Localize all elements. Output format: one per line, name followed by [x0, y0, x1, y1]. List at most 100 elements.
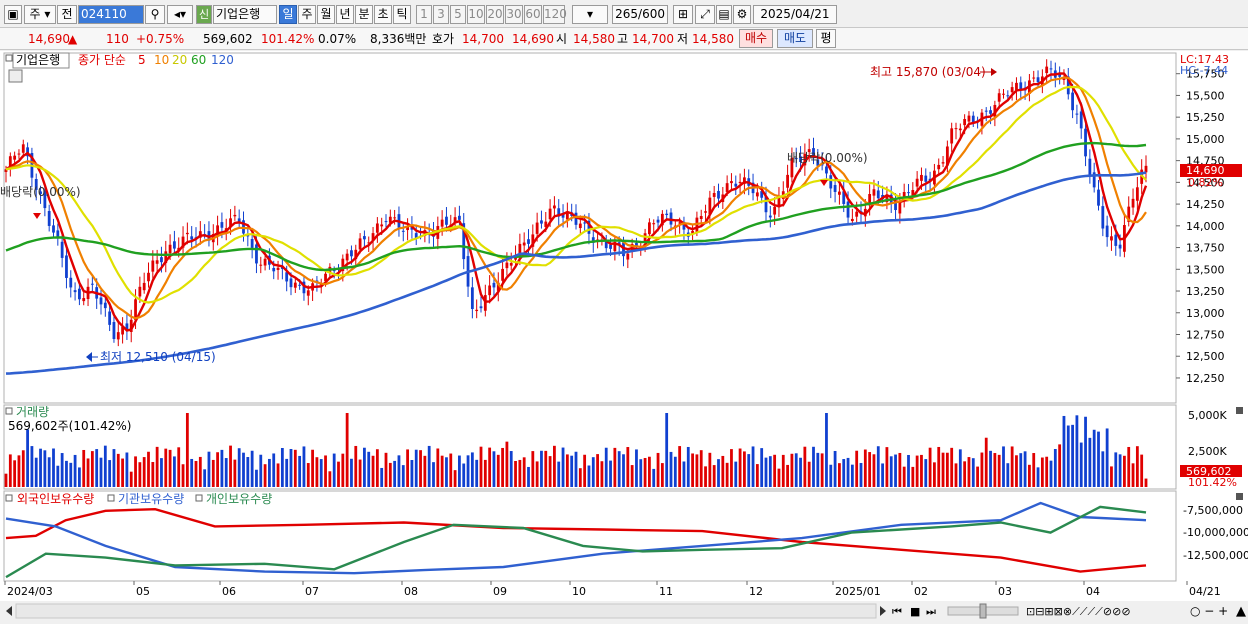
price-axis-label-9: 13,500 — [1186, 263, 1225, 276]
volume-bar-237 — [1028, 464, 1031, 487]
table-icon[interactable] — [8, 69, 23, 83]
volume-toggle-icon[interactable] — [5, 407, 13, 415]
volume-bar-15 — [69, 462, 73, 487]
high: 14,700 — [632, 32, 674, 46]
volume-bar-186 — [807, 461, 811, 487]
period-tab-3[interactable]: 년 — [336, 5, 354, 24]
scroll-right-icon[interactable] — [880, 606, 886, 616]
date-input[interactable]: 2025/04/21 — [753, 5, 837, 24]
volume-bar-98 — [427, 445, 431, 487]
candle-body-116 — [505, 262, 509, 269]
candle-body-13 — [60, 241, 64, 258]
candle-body-264 — [1144, 165, 1148, 173]
period-tab-0[interactable]: 일 — [279, 5, 297, 24]
candle-body-58 — [255, 244, 258, 264]
zoom-slider-handle[interactable] — [979, 603, 987, 619]
volume-bar-72 — [315, 457, 319, 487]
interval-button-4[interactable]: 20 — [486, 5, 504, 24]
volume-bar-96 — [419, 450, 422, 487]
volume-bar-28 — [125, 452, 129, 487]
candle-body-25 — [112, 322, 116, 340]
chart-menu-icon[interactable]: ▣ — [4, 5, 22, 24]
candle-body-254 — [1101, 206, 1105, 229]
candle-body-18 — [82, 298, 86, 302]
volume-bar-160 — [695, 454, 699, 487]
crosshair-tool-icon[interactable]: ▲ — [1236, 604, 1246, 619]
volume-bar-69 — [302, 446, 306, 487]
market-select[interactable]: 주 ▾ — [24, 5, 56, 24]
crosshair-icon[interactable]: ⤢ — [695, 5, 715, 24]
change-pct: +0.75% — [136, 32, 185, 46]
chart-svg[interactable]: 2024/03 05 06 07 08 09 10 11 12 2025/01 02 03 04 04/2… — [0, 51, 1248, 621]
panel-toggle-icon[interactable] — [5, 54, 13, 62]
volume-bar-219 — [950, 447, 954, 487]
buy-button[interactable]: 매수 — [739, 29, 773, 48]
legend-stock-box[interactable] — [12, 52, 70, 69]
candle-body-176 — [764, 196, 768, 213]
volume-bar-255 — [1105, 428, 1109, 487]
nav-stop-icon[interactable]: ■ — [910, 605, 920, 618]
candle-body-165 — [717, 190, 720, 199]
holdings-toggle-3-icon[interactable] — [195, 494, 203, 502]
period-tab-6[interactable]: 틱 — [393, 5, 411, 24]
interval-button-7[interactable]: 120 — [543, 5, 567, 24]
volume-bar-211 — [915, 455, 919, 487]
volume-bar-250 — [1084, 416, 1087, 487]
candle-body-202 — [876, 190, 880, 199]
volume-bar-144 — [626, 447, 630, 487]
legend-ma-60: 60 — [191, 53, 206, 67]
candle-body-110 — [479, 306, 483, 309]
stock-code-input[interactable]: 024110 — [78, 5, 144, 24]
nav-last-icon[interactable]: ⏭ — [926, 605, 936, 618]
scrollbar-track[interactable] — [15, 603, 877, 619]
candle-body-35 — [155, 260, 159, 264]
volume-close-icon[interactable] — [1236, 407, 1243, 414]
search-icon[interactable]: ⚲ — [145, 5, 165, 24]
min-arrow-icon — [86, 352, 92, 362]
prefix-button[interactable]: 전 — [57, 5, 77, 24]
candle-body-124 — [540, 220, 543, 224]
interval-button-3[interactable]: 10 — [467, 5, 485, 24]
candle-body-151 — [656, 219, 660, 223]
holdings-toggle-2-icon[interactable] — [107, 494, 115, 502]
period-tab-1[interactable]: 주 — [298, 5, 316, 24]
gear-icon[interactable]: ⚙ — [733, 5, 751, 24]
change: 110 — [106, 32, 129, 46]
holdings-axis-3: -12,500,000 — [1183, 549, 1248, 562]
zoom-out-icon[interactable]: ○ − + — [1190, 604, 1228, 618]
volume-bar-108 — [470, 452, 474, 487]
count-input[interactable]: 265/600 — [612, 5, 668, 24]
holdings-close-icon[interactable] — [1236, 493, 1243, 500]
interval-dropdown[interactable]: ▾ — [572, 5, 608, 24]
drawing-tools-icon[interactable]: ⊡⊟⊞⊠⊗⟋⟋⟋⟋⊘⊘⊘ — [1026, 605, 1131, 618]
volume-bar-102 — [445, 457, 448, 487]
candle-body-63 — [276, 267, 280, 270]
interval-button-0[interactable]: 1 — [416, 5, 432, 24]
volume-bar-145 — [630, 465, 634, 487]
volume-bar-62 — [272, 453, 276, 487]
interval-button-5[interactable]: 30 — [505, 5, 523, 24]
period-tab-4[interactable]: 분 — [355, 5, 373, 24]
interval-button-1[interactable]: 3 — [433, 5, 449, 24]
volume-bar-40 — [177, 447, 181, 487]
sell-button[interactable]: 매도 — [777, 29, 813, 48]
eval-button[interactable]: 평 — [816, 29, 836, 48]
tools-icon[interactable]: ⊞ — [673, 5, 693, 24]
candle-body-193 — [838, 191, 841, 195]
period-tab-2[interactable]: 월 — [317, 5, 335, 24]
speaker-icon[interactable]: ◂▾ — [167, 5, 193, 24]
volume-bar-42 — [185, 413, 189, 487]
period-tab-5[interactable]: 초 — [374, 5, 392, 24]
candle-body-12 — [56, 230, 60, 239]
volume-bar-165 — [717, 459, 720, 487]
interval-button-2[interactable]: 5 — [450, 5, 466, 24]
scroll-left-icon[interactable] — [6, 606, 12, 616]
nav-first-icon[interactable]: ⏮ — [892, 605, 902, 618]
candle-body-129 — [561, 213, 565, 218]
holdings-toggle-icon[interactable] — [5, 494, 13, 502]
chart-toolbar: ▣ 주 ▾ 전 024110 ⚲ ◂▾ 신 기업은행 ▾ 265/600 ⊞ ⤢… — [0, 0, 1248, 28]
volume-bar-169 — [734, 461, 738, 487]
interval-button-6[interactable]: 60 — [524, 5, 542, 24]
chart-area[interactable]: 2024/03 05 06 07 08 09 10 11 12 2025/01 02 03 04 04/2… — [0, 51, 1248, 621]
save-icon[interactable]: ▤ — [716, 5, 732, 24]
